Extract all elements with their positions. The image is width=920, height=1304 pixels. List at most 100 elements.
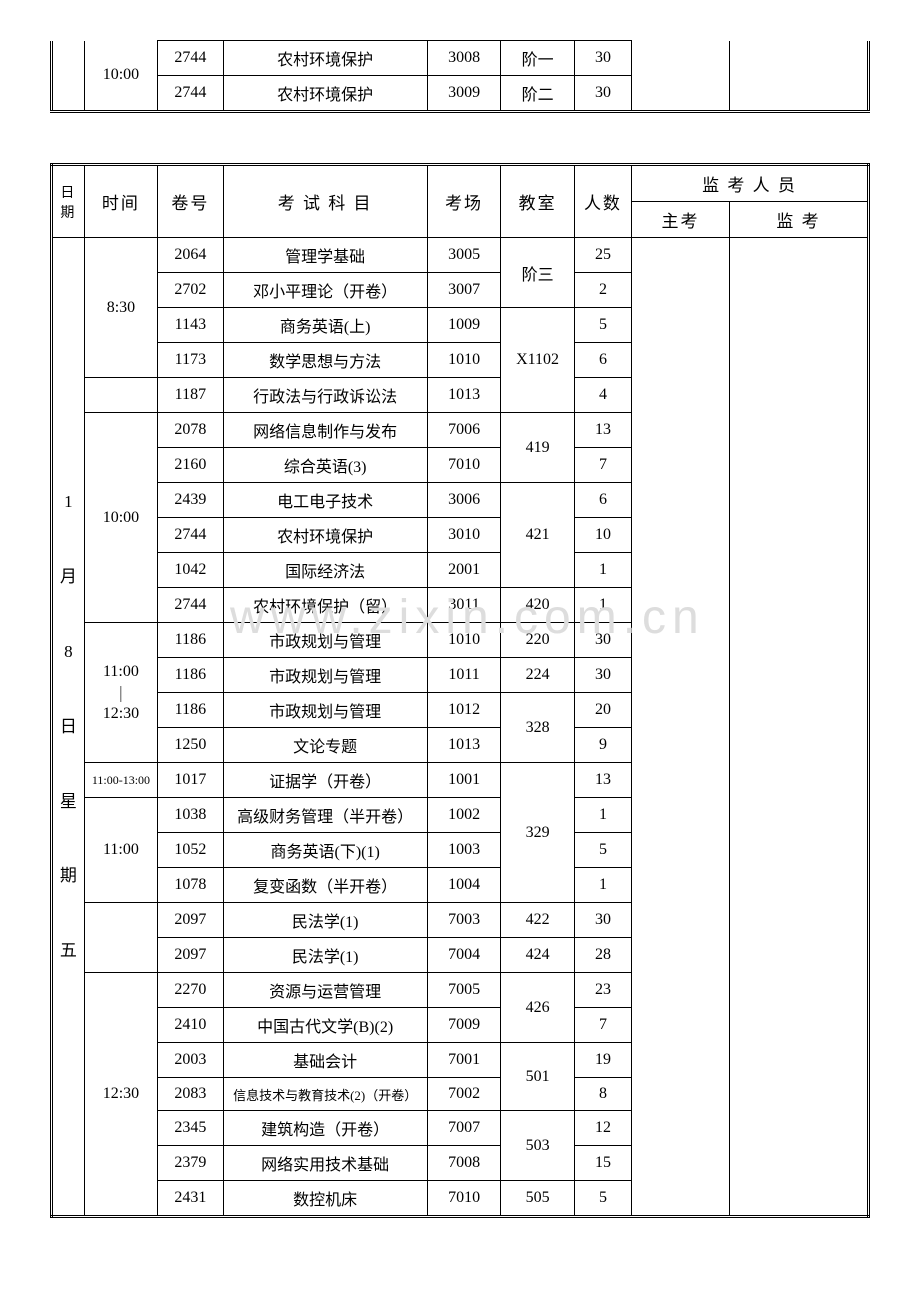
proctor-col <box>730 238 869 1217</box>
subject-cell: 管理学基础 <box>223 238 427 273</box>
count-cell: 19 <box>574 1043 631 1078</box>
code-cell: 1078 <box>158 868 223 903</box>
count-cell: 30 <box>574 76 631 112</box>
subject-cell: 资源与运营管理 <box>223 973 427 1008</box>
subject-cell: 证据学（开卷） <box>223 763 427 798</box>
code-cell: 2439 <box>158 483 223 518</box>
code-cell: 2702 <box>158 273 223 308</box>
count-cell: 4 <box>574 378 631 413</box>
room-cell: 7004 <box>427 938 501 973</box>
room-cell: 3010 <box>427 518 501 553</box>
room-cell: 1002 <box>427 798 501 833</box>
time-cell: 11:00-13:00 <box>84 763 158 798</box>
code-cell: 2078 <box>158 413 223 448</box>
classroom-cell: 501 <box>501 1043 575 1111</box>
subject-cell: 市政规划与管理 <box>223 658 427 693</box>
time-cell: 8:30 <box>84 238 158 378</box>
time-cell: 11:00 <box>84 798 158 903</box>
main-cell <box>632 41 730 112</box>
classroom-cell: 422 <box>501 903 575 938</box>
room-cell: 1001 <box>427 763 501 798</box>
room-cell: 1003 <box>427 833 501 868</box>
subject-cell: 数控机床 <box>223 1181 427 1217</box>
subject-cell: 网络信息制作与发布 <box>223 413 427 448</box>
code-cell: 1042 <box>158 553 223 588</box>
count-cell: 5 <box>574 1181 631 1217</box>
count-cell: 25 <box>574 238 631 273</box>
count-cell: 30 <box>574 658 631 693</box>
count-cell: 30 <box>574 41 631 76</box>
time-cell: 10:00 <box>84 41 158 112</box>
room-cell: 1012 <box>427 693 501 728</box>
subject-cell: 农村环境保护 <box>223 518 427 553</box>
subject-cell: 市政规划与管理 <box>223 693 427 728</box>
code-cell: 1250 <box>158 728 223 763</box>
count-cell: 6 <box>574 483 631 518</box>
classroom-cell: 224 <box>501 658 575 693</box>
room-cell: 3005 <box>427 238 501 273</box>
count-cell: 1 <box>574 798 631 833</box>
code-cell: 1186 <box>158 658 223 693</box>
room-cell: 7010 <box>427 1181 501 1217</box>
count-cell: 1 <box>574 588 631 623</box>
room-cell: 1009 <box>427 308 501 343</box>
proctor-cell <box>730 41 869 112</box>
classroom-cell: 421 <box>501 483 575 588</box>
classroom-cell: 阶二 <box>501 76 575 112</box>
room-cell: 7008 <box>427 1146 501 1181</box>
count-cell: 5 <box>574 308 631 343</box>
classroom-cell: 329 <box>501 763 575 903</box>
room-cell: 3007 <box>427 273 501 308</box>
count-cell: 7 <box>574 448 631 483</box>
main-examiner-col <box>632 238 730 1217</box>
count-cell: 1 <box>574 553 631 588</box>
count-cell: 13 <box>574 763 631 798</box>
code-cell: 1186 <box>158 623 223 658</box>
table-row: 1 月 8 日 星 期 五8:302064管理学基础3005阶三25 <box>52 238 869 273</box>
table-fragment-top: 10:00 2744 农村环境保护 3008 阶一 30 2744 农村环境保护… <box>50 40 870 113</box>
code-cell: 2431 <box>158 1181 223 1217</box>
code-cell: 2083 <box>158 1078 223 1111</box>
room-cell: 3006 <box>427 483 501 518</box>
subject-cell: 文论专题 <box>223 728 427 763</box>
count-cell: 30 <box>574 903 631 938</box>
time-cell: 11:00｜12:30 <box>84 623 158 763</box>
time-cell <box>84 378 158 413</box>
code-cell: 2003 <box>158 1043 223 1078</box>
room-cell: 7007 <box>427 1111 501 1146</box>
hdr-classroom: 教室 <box>501 165 575 238</box>
count-cell: 23 <box>574 973 631 1008</box>
room-cell: 7002 <box>427 1078 501 1111</box>
subject-cell: 邓小平理论（开卷） <box>223 273 427 308</box>
room-cell: 3011 <box>427 588 501 623</box>
hdr-main: 主考 <box>632 202 730 238</box>
count-cell: 1 <box>574 868 631 903</box>
classroom-cell: 424 <box>501 938 575 973</box>
subject-cell: 行政法与行政诉讼法 <box>223 378 427 413</box>
exam-schedule-table: 日期 时间 卷号 考 试 科 目 考场 教室 人数 监 考 人 员 主考 监 考… <box>50 163 870 1218</box>
subject-cell: 中国古代文学(B)(2) <box>223 1008 427 1043</box>
count-cell: 13 <box>574 413 631 448</box>
room-cell: 1013 <box>427 728 501 763</box>
code-cell: 2097 <box>158 903 223 938</box>
count-cell: 20 <box>574 693 631 728</box>
code-cell: 2744 <box>158 588 223 623</box>
date-column: 1 月 8 日 星 期 五 <box>52 238 85 1217</box>
count-cell: 7 <box>574 1008 631 1043</box>
count-cell: 5 <box>574 833 631 868</box>
room-cell: 7006 <box>427 413 501 448</box>
room-cell: 3008 <box>427 41 501 76</box>
classroom-cell: 220 <box>501 623 575 658</box>
classroom-cell: 阶一 <box>501 41 575 76</box>
room-cell: 1010 <box>427 343 501 378</box>
code-cell: 2410 <box>158 1008 223 1043</box>
classroom-cell: 426 <box>501 973 575 1043</box>
code-cell: 2160 <box>158 448 223 483</box>
subject-cell: 网络实用技术基础 <box>223 1146 427 1181</box>
room-cell: 1004 <box>427 868 501 903</box>
count-cell: 2 <box>574 273 631 308</box>
subject-cell: 民法学(1) <box>223 903 427 938</box>
room-cell: 1013 <box>427 378 501 413</box>
time-cell: 10:00 <box>84 413 158 623</box>
code-cell: 2744 <box>158 518 223 553</box>
